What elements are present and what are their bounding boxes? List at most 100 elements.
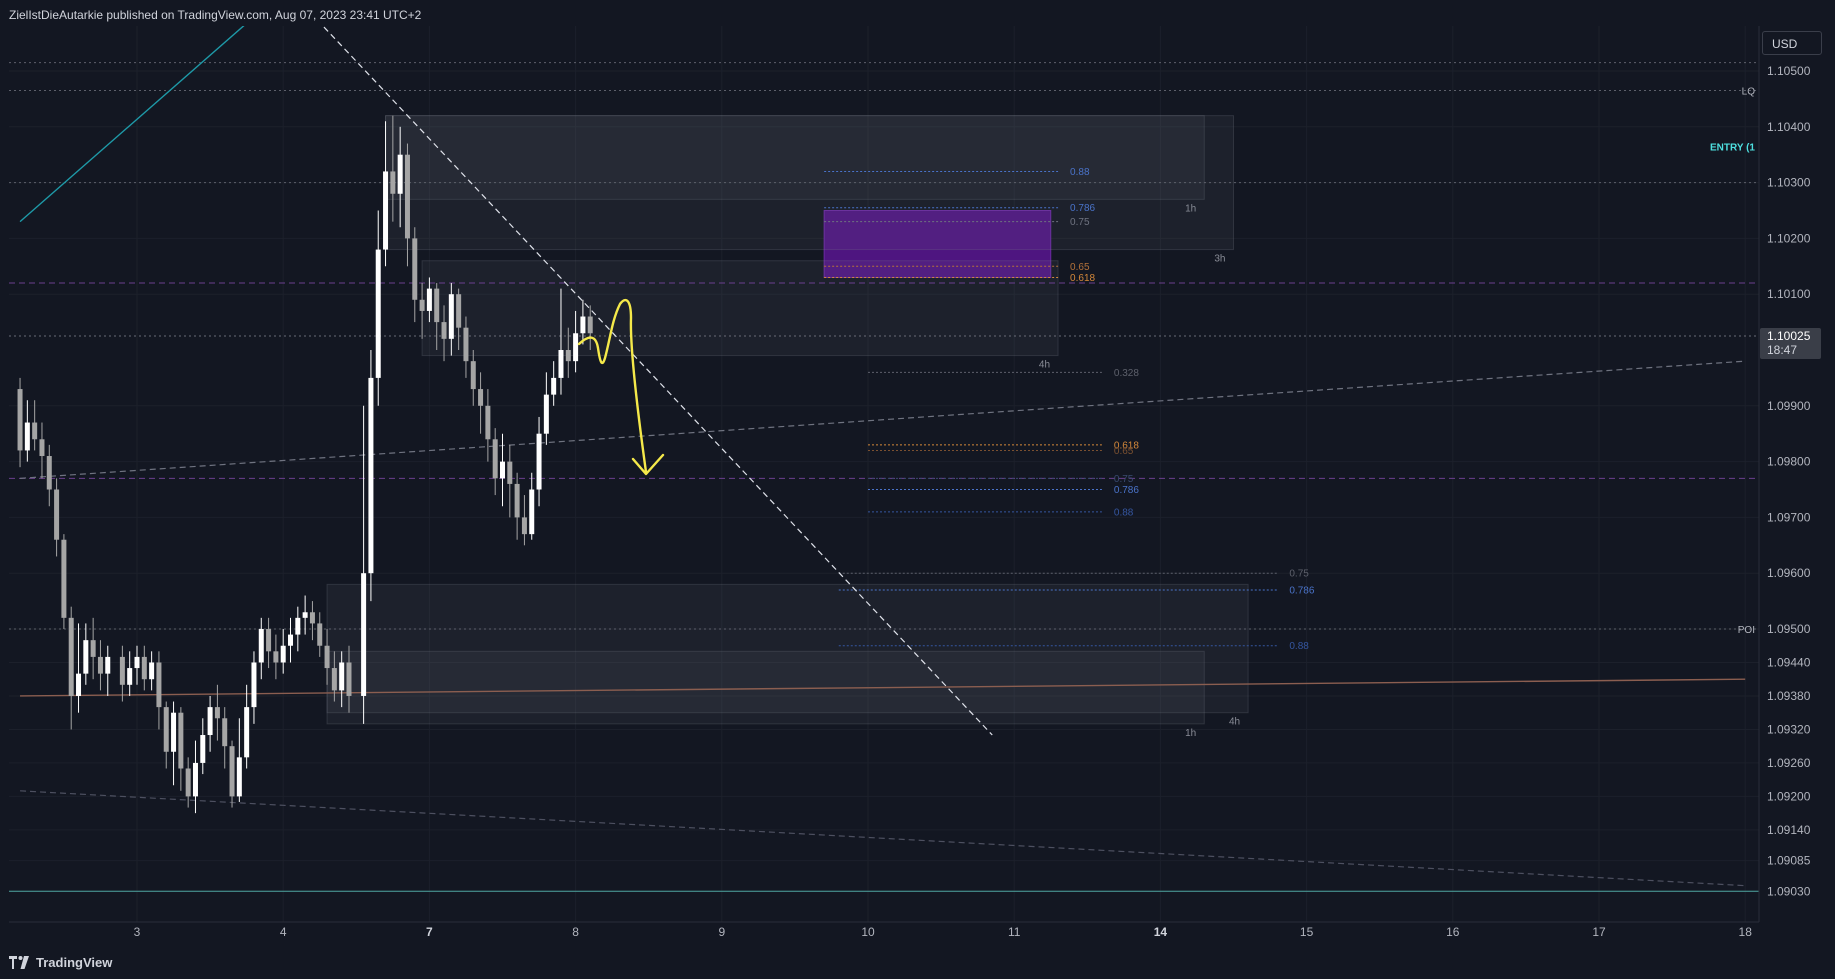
- candle: [236, 718, 242, 802]
- tradingview-brand[interactable]: TradingView: [9, 955, 112, 970]
- candle: [46, 444, 52, 507]
- candle: [558, 288, 564, 395]
- candle: [163, 701, 169, 769]
- fib-label: 0.786: [1114, 485, 1139, 496]
- trend-line: [19, 26, 245, 223]
- candle-body: [229, 746, 235, 797]
- candle: [251, 651, 257, 724]
- candle: [485, 389, 491, 462]
- candle: [119, 645, 125, 702]
- candle-body: [127, 668, 133, 685]
- zone-gray: [385, 115, 1205, 200]
- candle-body: [295, 617, 301, 635]
- footer-brand-text: TradingView: [36, 955, 113, 970]
- candle: [288, 617, 294, 663]
- trend-line: [19, 360, 1746, 479]
- candle: [404, 143, 410, 267]
- candle: [383, 121, 389, 267]
- time-tick-label: 9: [718, 925, 725, 939]
- price-tick-label: 1.09030: [1767, 884, 1811, 898]
- candle: [529, 472, 535, 540]
- candle: [141, 645, 147, 691]
- candle: [185, 757, 191, 808]
- zones-layer: 1h 3h 4h 4h 1h: [326, 115, 1249, 739]
- candle-body: [404, 154, 410, 239]
- zone-label: 4h: [1039, 360, 1050, 371]
- drawn-arrow: [577, 298, 648, 474]
- candle-body: [134, 656, 140, 669]
- candle-body: [266, 629, 272, 652]
- candle: [229, 740, 235, 808]
- candle: [375, 210, 381, 406]
- fib-label: 0.618: [1114, 440, 1139, 451]
- zone-label: 4h: [1229, 717, 1240, 728]
- candle: [83, 623, 89, 685]
- candle-body: [368, 377, 374, 574]
- candle: [426, 277, 432, 323]
- price-axis[interactable]: 1.10500 1.10400 1.10300 1.10200 1.10100 1.099…: [1767, 64, 1811, 898]
- candle-body: [214, 707, 220, 719]
- fib-label: 0.786: [1289, 585, 1314, 596]
- time-axis[interactable]: 3 4 7 8 9 10 11 14 15 16 17 18: [134, 925, 1753, 939]
- candle-body: [83, 640, 89, 674]
- candle-body: [68, 617, 74, 696]
- candle-body: [543, 394, 549, 434]
- candle: [17, 377, 23, 468]
- candle-body: [280, 645, 286, 663]
- candle: [456, 288, 462, 350]
- candle-body: [309, 612, 315, 624]
- fib-label: 0.88: [1289, 641, 1309, 652]
- price-tick-label: 1.09200: [1767, 789, 1811, 803]
- candle-body: [97, 656, 103, 674]
- candle-body: [492, 439, 498, 479]
- candle: [573, 310, 579, 373]
- candle: [500, 433, 505, 507]
- candle-body: [185, 768, 191, 797]
- zone-label: 1h: [1185, 203, 1196, 214]
- price-tick-label: 1.09380: [1767, 689, 1811, 703]
- candle: [361, 405, 367, 724]
- price-tick-label: 1.09320: [1767, 722, 1811, 736]
- candle-body: [258, 629, 264, 663]
- time-tick-label: 14: [1154, 925, 1168, 939]
- candle: [207, 695, 213, 752]
- candle: [309, 601, 315, 641]
- candle-body: [448, 294, 454, 339]
- candle: [295, 606, 301, 652]
- time-tick-label: 3: [134, 925, 141, 939]
- candle-body: [507, 461, 513, 484]
- trend-lines: [19, 26, 1746, 887]
- candle-body: [339, 662, 345, 691]
- candle-body: [90, 640, 96, 657]
- candle: [192, 740, 198, 814]
- trend-line: [20, 678, 1746, 697]
- candle-body: [54, 489, 60, 540]
- zone-label: 1h: [1185, 728, 1196, 739]
- candle-body: [46, 456, 52, 490]
- candle: [346, 645, 352, 713]
- fib-label: 0.75: [1114, 474, 1134, 485]
- candle: [478, 372, 484, 434]
- candle-body: [24, 422, 30, 451]
- candle-body: [178, 712, 184, 769]
- candle: [317, 612, 323, 657]
- currency-button[interactable]: USD: [1762, 31, 1822, 55]
- price-tick-label: 1.09700: [1767, 510, 1811, 524]
- fib-label: 0.88: [1114, 507, 1134, 518]
- candle-body: [149, 662, 155, 680]
- candle: [441, 305, 447, 362]
- candle: [324, 629, 330, 685]
- candle: [171, 701, 177, 786]
- candle-body: [565, 350, 571, 362]
- current-price-label: 1.10025: [1767, 329, 1811, 343]
- candle: [105, 645, 111, 696]
- fib-levels: 0.880.7860.750.650.6180.3280.6180.650.75…: [824, 167, 1315, 652]
- candle: [419, 283, 425, 339]
- candle: [90, 617, 96, 680]
- candle: [39, 422, 45, 479]
- time-tick-label: 8: [572, 925, 579, 939]
- candle-body: [119, 656, 125, 685]
- candle-body: [200, 735, 206, 763]
- candle: [258, 617, 264, 680]
